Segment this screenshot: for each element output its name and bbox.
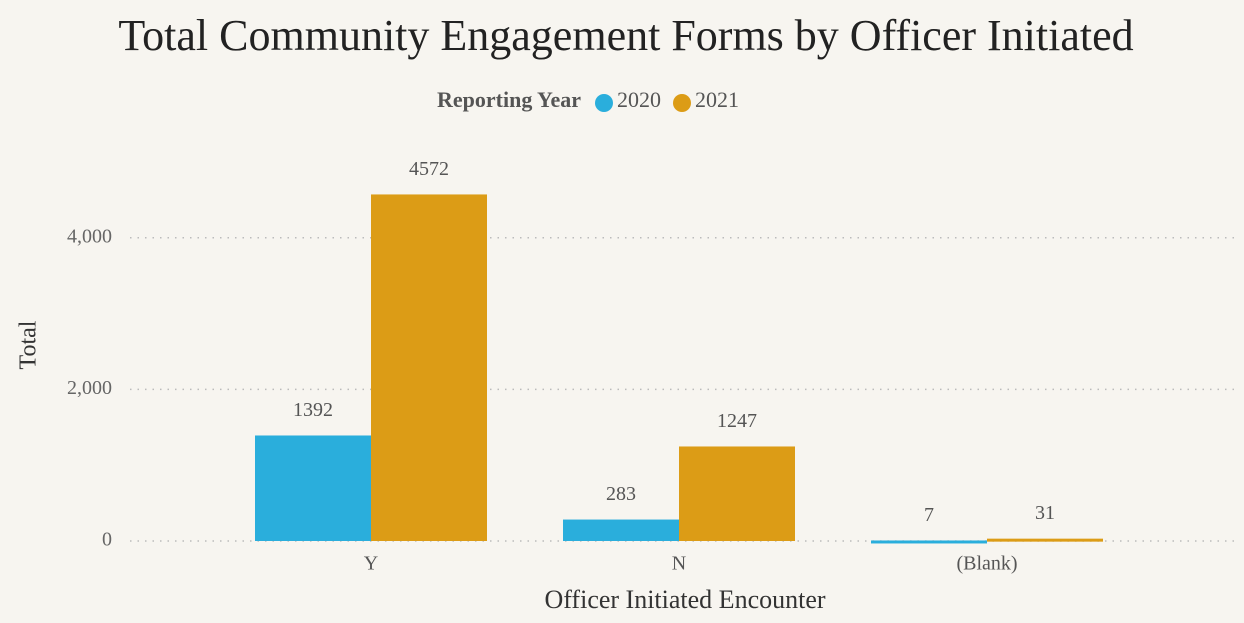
- bar: [255, 435, 371, 541]
- x-tick-label: N: [672, 553, 686, 575]
- legend-label: 2020: [617, 87, 661, 112]
- x-tick-label: Y: [364, 553, 378, 575]
- data-label: 1247: [717, 410, 757, 432]
- chart-title: Total Community Engagement Forms by Offi…: [118, 11, 1133, 60]
- legend-swatch: [595, 94, 613, 112]
- data-label: 31: [1035, 502, 1055, 524]
- x-tick-label: (Blank): [956, 553, 1017, 575]
- legend-swatch: [673, 94, 691, 112]
- bar: [679, 446, 795, 541]
- legend-label: 2021: [695, 87, 739, 112]
- data-label: 4572: [409, 158, 449, 180]
- y-tick-label: 4,000: [67, 225, 112, 247]
- y-axis-label: Total: [16, 320, 42, 369]
- data-label: 283: [606, 483, 636, 505]
- x-axis-label: Officer Initiated Encounter: [544, 585, 825, 614]
- bar: [563, 519, 679, 541]
- y-tick-label: 2,000: [67, 377, 112, 399]
- bar: [371, 194, 487, 542]
- bar: [987, 538, 1103, 542]
- data-label: 1392: [293, 399, 333, 421]
- y-tick-label: 0: [102, 529, 112, 551]
- bar: [871, 540, 987, 544]
- data-label: 7: [924, 504, 934, 526]
- legend-title: Reporting Year: [437, 87, 581, 112]
